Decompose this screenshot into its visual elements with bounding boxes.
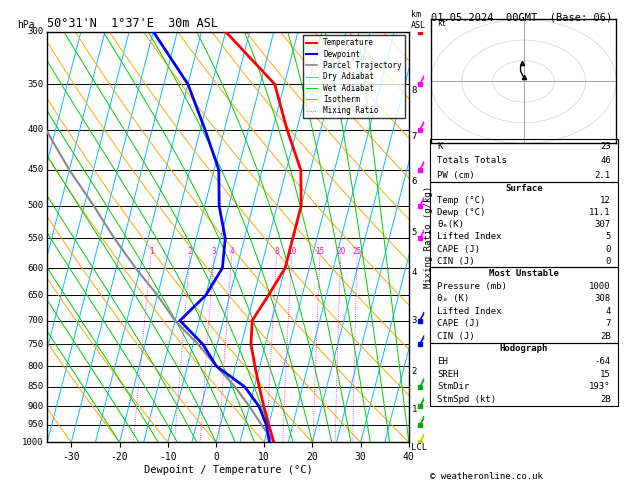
- Text: Dewp (°C): Dewp (°C): [437, 208, 486, 217]
- X-axis label: Dewpoint / Temperature (°C): Dewpoint / Temperature (°C): [143, 465, 313, 475]
- Text: 11.1: 11.1: [589, 208, 611, 217]
- Text: LCL: LCL: [411, 444, 427, 452]
- Text: 2B: 2B: [600, 332, 611, 341]
- Text: Lifted Index: Lifted Index: [437, 232, 502, 242]
- Text: 450: 450: [28, 165, 43, 174]
- Text: 2: 2: [412, 367, 417, 376]
- Text: 650: 650: [28, 291, 43, 300]
- Text: θₑ(K): θₑ(K): [437, 220, 464, 229]
- Text: 4: 4: [412, 268, 417, 277]
- Text: StmDir: StmDir: [437, 382, 469, 391]
- Text: 20: 20: [336, 247, 345, 257]
- Text: 7: 7: [412, 132, 417, 141]
- Text: kt: kt: [437, 18, 447, 28]
- Text: 1: 1: [148, 247, 153, 257]
- Legend: Temperature, Dewpoint, Parcel Trajectory, Dry Adiabat, Wet Adiabat, Isotherm, Mi: Temperature, Dewpoint, Parcel Trajectory…: [303, 35, 405, 118]
- Text: CIN (J): CIN (J): [437, 257, 475, 266]
- Text: 350: 350: [28, 80, 43, 88]
- Text: km
ASL: km ASL: [411, 10, 426, 30]
- Text: Totals Totals: Totals Totals: [437, 156, 507, 165]
- Text: CAPE (J): CAPE (J): [437, 244, 480, 254]
- Text: 1: 1: [412, 405, 417, 414]
- Text: 12: 12: [600, 196, 611, 205]
- Text: 950: 950: [28, 420, 43, 429]
- Text: K: K: [437, 142, 443, 151]
- Text: 550: 550: [28, 234, 43, 243]
- Text: 3: 3: [412, 316, 417, 325]
- Text: Pressure (mb): Pressure (mb): [437, 281, 507, 291]
- Text: 15: 15: [600, 370, 611, 379]
- Text: 193°: 193°: [589, 382, 611, 391]
- Text: 800: 800: [28, 362, 43, 371]
- Text: Surface: Surface: [505, 184, 543, 193]
- Text: SREH: SREH: [437, 370, 459, 379]
- Text: 15: 15: [315, 247, 325, 257]
- Text: Hodograph: Hodograph: [500, 345, 548, 353]
- Text: 2B: 2B: [600, 395, 611, 404]
- Text: 4: 4: [605, 307, 611, 316]
- Text: 1000: 1000: [22, 438, 43, 447]
- Text: 6: 6: [412, 177, 417, 186]
- Text: Temp (°C): Temp (°C): [437, 196, 486, 205]
- Text: 308: 308: [594, 294, 611, 303]
- Text: Mixing Ratio (g/kg): Mixing Ratio (g/kg): [424, 186, 433, 288]
- Text: 600: 600: [28, 263, 43, 273]
- Text: 23: 23: [600, 142, 611, 151]
- Text: hPa: hPa: [17, 19, 35, 30]
- Text: -64: -64: [594, 357, 611, 366]
- Text: 400: 400: [28, 125, 43, 134]
- Text: 10: 10: [287, 247, 296, 257]
- Text: 50°31'N  1°37'E  30m ASL: 50°31'N 1°37'E 30m ASL: [47, 17, 218, 31]
- Text: Most Unstable: Most Unstable: [489, 269, 559, 278]
- Text: 5: 5: [605, 232, 611, 242]
- Text: 2: 2: [187, 247, 192, 257]
- Text: CAPE (J): CAPE (J): [437, 319, 480, 329]
- Text: © weatheronline.co.uk: © weatheronline.co.uk: [430, 472, 542, 481]
- Text: 3: 3: [211, 247, 216, 257]
- Text: 7: 7: [605, 319, 611, 329]
- Text: 850: 850: [28, 382, 43, 391]
- Text: 0: 0: [605, 257, 611, 266]
- Text: 8: 8: [274, 247, 279, 257]
- Text: 300: 300: [28, 27, 43, 36]
- Text: 750: 750: [28, 340, 43, 348]
- Text: 8: 8: [412, 87, 417, 95]
- Text: 700: 700: [28, 316, 43, 325]
- Text: 500: 500: [28, 201, 43, 210]
- Text: StmSpd (kt): StmSpd (kt): [437, 395, 496, 404]
- Text: 5: 5: [412, 227, 417, 237]
- Text: 46: 46: [600, 156, 611, 165]
- Text: Lifted Index: Lifted Index: [437, 307, 502, 316]
- Text: 307: 307: [594, 220, 611, 229]
- Text: θₑ (K): θₑ (K): [437, 294, 469, 303]
- Text: 2.1: 2.1: [594, 171, 611, 180]
- Text: 4: 4: [230, 247, 234, 257]
- Text: PW (cm): PW (cm): [437, 171, 475, 180]
- Text: 01.05.2024  00GMT  (Base: 06): 01.05.2024 00GMT (Base: 06): [431, 12, 612, 22]
- Text: 1000: 1000: [589, 281, 611, 291]
- Text: 25: 25: [352, 247, 362, 257]
- Text: 900: 900: [28, 402, 43, 411]
- Text: EH: EH: [437, 357, 448, 366]
- Text: CIN (J): CIN (J): [437, 332, 475, 341]
- Text: 0: 0: [605, 244, 611, 254]
